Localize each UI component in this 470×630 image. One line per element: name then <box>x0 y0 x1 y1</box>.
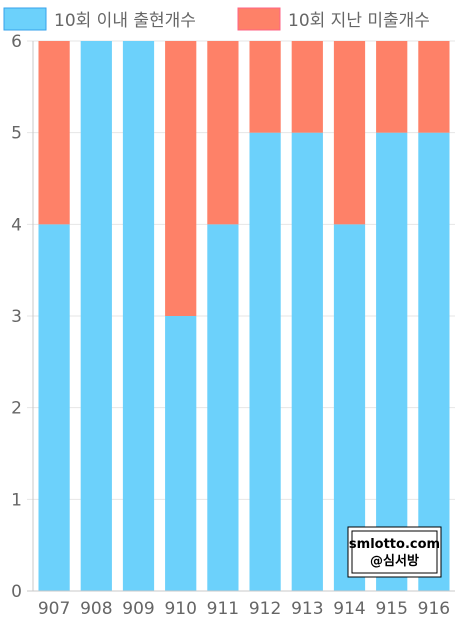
x-tick-label: 907 <box>38 599 70 619</box>
bar-909-series-0[interactable] <box>122 41 155 591</box>
y-tick-label: 1 <box>11 490 22 510</box>
legend-swatch-appearance[interactable] <box>3 7 47 31</box>
legend-label-missing: 10회 지난 미출개수 <box>288 11 430 31</box>
watermark-site: smlotto.com <box>349 537 440 552</box>
bar-910-series-0[interactable] <box>165 316 197 591</box>
bar-916-series-1[interactable] <box>418 41 450 133</box>
x-tick-label: 908 <box>80 599 112 619</box>
x-tick-label: 916 <box>418 599 450 619</box>
x-tick-label: 909 <box>122 599 154 619</box>
x-tick-label: 911 <box>207 599 239 619</box>
y-tick-label: 0 <box>11 582 22 602</box>
bar-908-series-0[interactable] <box>80 41 112 591</box>
axes <box>27 41 455 592</box>
bar-907-series-0[interactable] <box>38 224 70 592</box>
bars <box>38 41 450 592</box>
watermark-author: @심서방 <box>370 553 419 569</box>
y-tick-label: 4 <box>11 215 22 235</box>
x-tick-label: 913 <box>291 599 323 619</box>
bar-907-series-1[interactable] <box>38 41 70 225</box>
bar-911-series-1[interactable] <box>207 41 239 225</box>
y-tick-labels: 0 1 2 3 4 5 6 <box>11 32 22 602</box>
bar-915-series-1[interactable] <box>376 41 408 133</box>
x-tick-label: 914 <box>333 599 365 619</box>
bar-912-series-1[interactable] <box>249 41 281 133</box>
y-tick-label: 6 <box>11 32 22 52</box>
bar-910-series-1[interactable] <box>165 41 197 316</box>
legend-swatch-missing[interactable] <box>237 7 281 31</box>
y-tick-label: 2 <box>11 399 22 419</box>
legend: 10회 이내 출현개수 10회 지난 미출개수 <box>3 7 430 31</box>
x-tick-label: 915 <box>375 599 407 619</box>
bar-914-series-1[interactable] <box>333 41 366 225</box>
watermark: smlotto.com @심서방 <box>347 526 442 578</box>
bar-915-series-0[interactable] <box>376 132 408 591</box>
x-tick-labels: 907 908 909 910 911 912 913 914 915 916 <box>38 599 450 619</box>
y-tick-label: 3 <box>11 307 22 327</box>
bar-913-series-0[interactable] <box>291 132 323 591</box>
bar-912-series-0[interactable] <box>249 132 281 591</box>
bar-911-series-0[interactable] <box>207 224 239 592</box>
x-tick-label: 910 <box>164 599 196 619</box>
x-tick-label: 912 <box>249 599 281 619</box>
y-tick-label: 5 <box>11 124 22 144</box>
bar-916-series-0[interactable] <box>418 132 450 591</box>
bar-913-series-1[interactable] <box>291 41 323 133</box>
legend-label-appearance: 10회 이내 출현개수 <box>54 11 196 31</box>
